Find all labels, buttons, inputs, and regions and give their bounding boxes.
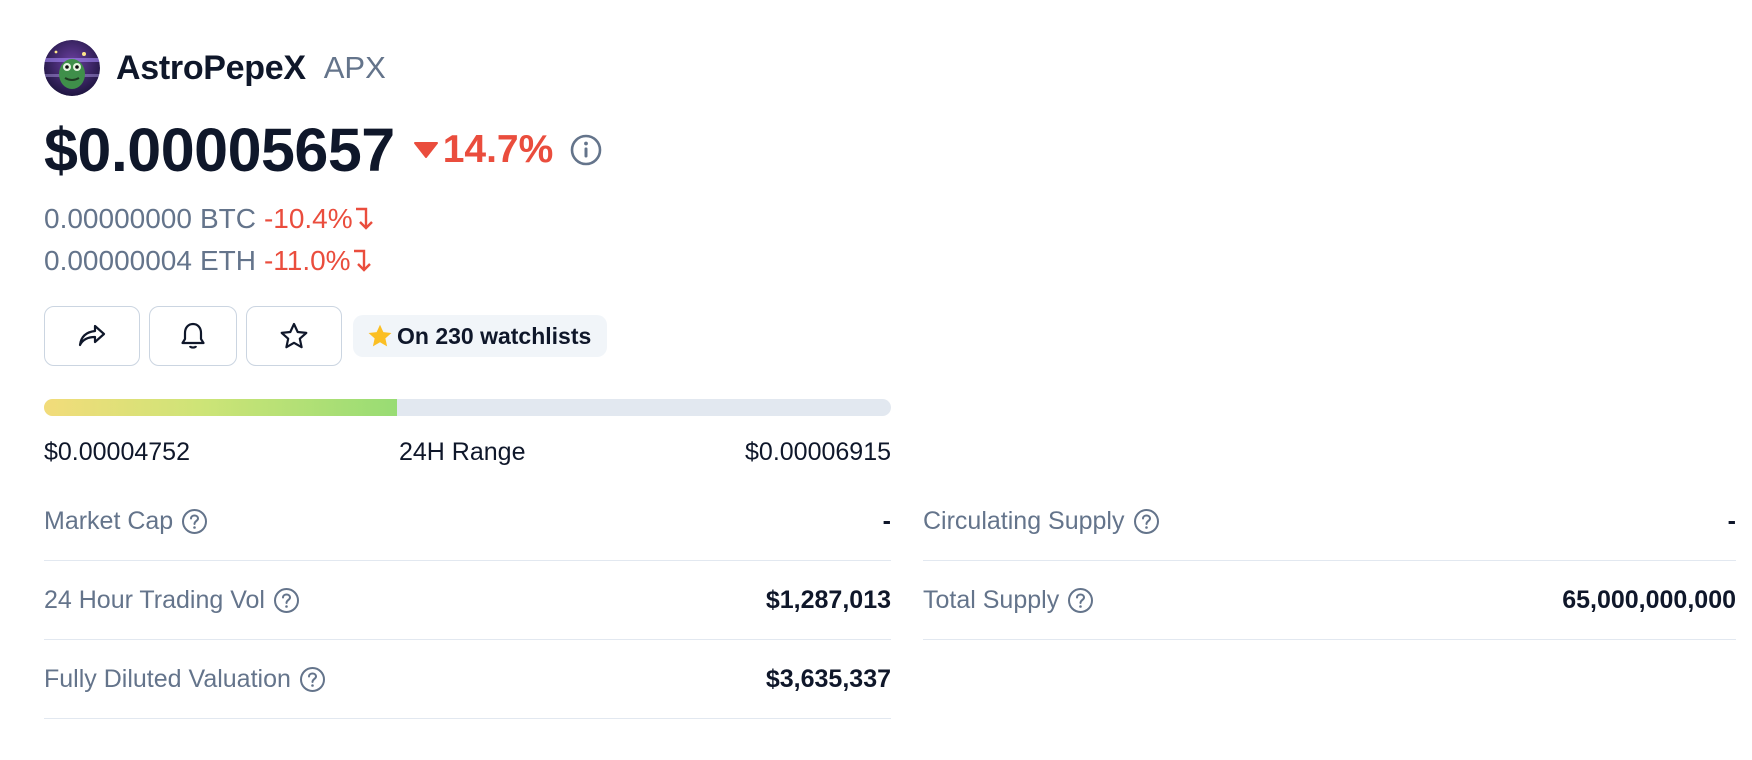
fdv-label: Fully Diluted Valuation [44, 664, 291, 693]
share-button[interactable] [44, 306, 140, 366]
coin-name: AstroPepeX [116, 48, 306, 87]
24h-range-bar [44, 399, 891, 416]
star-outline-icon [280, 322, 308, 349]
question-icon[interactable] [1133, 508, 1160, 535]
add-to-watchlist-button[interactable] [246, 306, 342, 366]
circulating-supply-label: Circulating Supply [923, 506, 1125, 535]
watchlists-label: On 230 watchlists [397, 322, 592, 349]
price-alert-button[interactable] [149, 306, 237, 366]
astropepex-logo-icon [44, 40, 100, 96]
fdv-value: $3,635,337 [765, 664, 891, 693]
btc-price-line: 0.00000000 BTC -10.4% [44, 198, 373, 240]
question-icon[interactable] [273, 587, 300, 614]
btc-amount: 0.00000000 [44, 203, 192, 234]
range-low: $0.00004752 [44, 437, 190, 466]
trading-vol-label: 24 Hour Trading Vol [44, 585, 265, 614]
price-change-value: 14.7% [442, 128, 554, 171]
btc-unit: BTC [199, 203, 256, 234]
eth-price-line: 0.00000004 ETH -11.0% [44, 240, 373, 282]
range-high: $0.00006915 [745, 437, 891, 466]
eth-amount: 0.00000004 [44, 245, 192, 276]
converted-prices: 0.00000000 BTC -10.4% 0.00000004 ETH -11… [44, 198, 373, 282]
price-row: $0.00005657 14.7% [44, 112, 603, 188]
question-icon[interactable] [181, 508, 208, 535]
stat-label: Fully Diluted Valuation [44, 665, 326, 694]
bell-icon [181, 322, 205, 349]
question-icon[interactable] [299, 666, 326, 693]
stat-row-market-cap: Market Cap - [44, 482, 891, 561]
24h-range-labels: $0.00004752 24H Range $0.00006915 [44, 432, 891, 472]
total-supply-label: Total Supply [923, 585, 1060, 614]
stat-label: Total Supply [923, 586, 1094, 615]
stat-label: 24 Hour Trading Vol [44, 586, 300, 615]
24h-range-fill [44, 399, 398, 416]
btc-change: -10.4% [263, 203, 353, 234]
stat-row-fdv: Fully Diluted Valuation $3,635,337 [44, 640, 891, 719]
watchlists-badge: On 230 watchlists [353, 315, 608, 357]
stats-left: Market Cap - 24 Hour Trading Vol $1,287,… [44, 482, 891, 719]
stat-row-circulating-supply: Circulating Supply - [923, 482, 1736, 561]
range-label: 24H Range [399, 437, 526, 466]
action-bar: On 230 watchlists [44, 304, 608, 368]
question-icon[interactable] [1067, 587, 1094, 614]
star-filled-icon [367, 323, 393, 349]
stat-label: Circulating Supply [923, 507, 1160, 536]
stat-row-total-supply: Total Supply 65,000,000,000 [923, 561, 1736, 640]
share-icon [78, 324, 106, 347]
circulating-supply-value: - [1727, 506, 1736, 535]
market-cap-label: Market Cap [44, 506, 174, 535]
arrow-down-icon [353, 249, 371, 272]
price-change: 14.7% [413, 128, 554, 172]
stat-label: Market Cap [44, 507, 208, 536]
eth-unit: ETH [199, 245, 256, 276]
trading-vol-value: $1,287,013 [765, 585, 891, 614]
stats-right: Circulating Supply - Total Supply 65,000… [923, 482, 1736, 640]
total-supply-value: 65,000,000,000 [1562, 585, 1736, 614]
caret-down-icon [413, 142, 438, 158]
info-icon[interactable] [569, 133, 603, 167]
coin-header: AstroPepeX APX [44, 40, 386, 96]
eth-change: -11.0% [263, 245, 351, 276]
market-cap-value: - [882, 506, 891, 535]
coin-symbol: APX [323, 50, 386, 85]
stat-row-trading-vol: 24 Hour Trading Vol $1,287,013 [44, 561, 891, 640]
current-price: $0.00005657 [44, 116, 395, 184]
arrow-down-icon [355, 207, 373, 230]
